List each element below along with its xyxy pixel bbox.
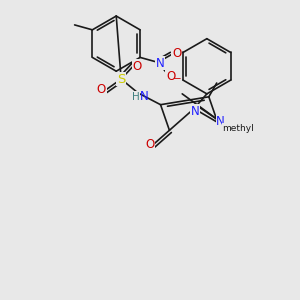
Text: N: N: [140, 90, 148, 103]
Text: N: N: [216, 115, 225, 128]
Text: methyl: methyl: [239, 126, 244, 127]
Text: methyl: methyl: [223, 124, 254, 133]
Text: methyl: methyl: [240, 117, 289, 131]
Text: N: N: [191, 105, 200, 118]
Text: O: O: [172, 47, 181, 60]
Text: methyl: methyl: [67, 13, 115, 27]
Text: O: O: [97, 83, 106, 96]
Text: N: N: [155, 57, 164, 70]
Text: S: S: [117, 73, 125, 85]
Text: O: O: [132, 60, 142, 73]
Text: O: O: [145, 138, 154, 151]
Text: O: O: [166, 70, 175, 83]
Text: methyl: methyl: [236, 127, 240, 128]
Text: −: −: [173, 74, 182, 84]
Text: H: H: [132, 92, 140, 102]
